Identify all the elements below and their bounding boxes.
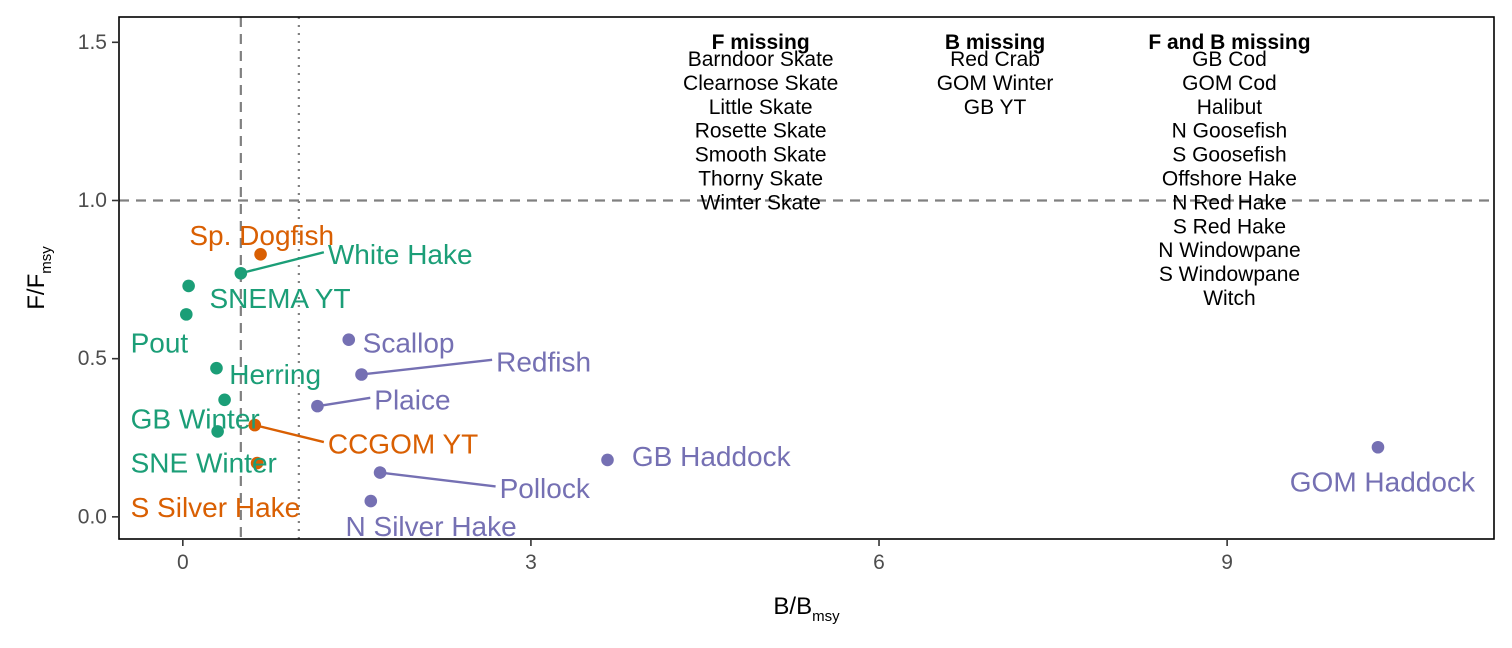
data-point [254,247,267,261]
point-label: GOM Haddock [1290,467,1476,498]
point-label: SNE Winter [131,448,277,479]
point-label: Pout [131,327,189,358]
data-point [218,393,231,407]
leader-line [379,471,496,488]
table-item: Rosette Skate [695,120,827,143]
point-label: Scallop [363,327,455,358]
table-item: GOM Winter [937,72,1054,95]
panel-border [118,16,1495,540]
table-item: N Goosefish [1172,120,1288,143]
table-item: Red Crab [950,48,1040,71]
table-item: Winter Skate [701,191,821,214]
point-label: GB Haddock [632,441,792,472]
leader-line [254,423,325,444]
point-label: N Silver Hake [346,511,517,542]
data-point [1371,440,1385,454]
table-item: GOM Cod [1182,72,1277,95]
table-item: Thorny Skate [698,168,823,191]
point-label: White Hake [328,239,473,270]
data-point [373,466,387,479]
data-point [355,368,368,381]
x-tick-label: 9 [1221,551,1233,574]
data-point [234,266,248,280]
table-item: Smooth Skate [695,144,827,167]
table-item: N Windowpane [1158,239,1300,262]
x-tick-label: 0 [177,551,189,574]
table-header: B missing [945,31,1045,54]
y-tick-label: 0.0 [78,505,107,528]
data-point [182,279,195,293]
table-item: Clearnose Skate [683,72,838,95]
point-label: S Silver Hake [131,492,301,523]
data-point [179,308,193,321]
data-point [311,399,324,413]
point-label: Herring [229,359,321,390]
data-point [601,453,614,467]
point-label: CCGOM YT [328,429,478,460]
data-point [211,425,224,438]
data-point [210,361,223,375]
leader-lines [240,251,496,488]
table-item: N Red Hake [1172,191,1286,214]
data-point [364,494,378,508]
x-axis-title-main: B/B [773,593,812,620]
point-label: Redfish [496,346,591,377]
point-label: SNEMA YT [210,283,351,314]
y-axis-title-main: F/F [23,274,50,310]
table-header: F and B missing [1148,31,1310,54]
table-item: Halibut [1197,96,1263,119]
y-tick-label: 1.0 [78,189,107,212]
table-item: S Goosefish [1172,144,1286,167]
data-point [248,418,262,432]
point-label: GB Winter [131,403,260,434]
x-axis-title-sub: msy [812,608,840,625]
table-item: S Windowpane [1159,263,1300,286]
data-point [342,333,356,346]
data-points [179,247,1385,508]
point-label: Pollock [500,473,591,504]
y-tick-label: 0.5 [78,347,107,370]
axes: 0 3 6 9 0.0 0.5 1.0 1.5 [78,31,1233,574]
x-tick-label: 3 [525,551,537,574]
table-item: Barndoor Skate [688,48,834,71]
table-item: Little Skate [709,96,813,119]
table-item: Offshore Hake [1162,168,1297,191]
y-axis-title-sub: msy [38,246,55,274]
table-item: GB Cod [1192,48,1267,71]
point-label: Sp. Dogfish [189,220,334,251]
leader-line [361,358,493,376]
x-axis-title: B/Bmsy [773,593,840,625]
point-label: Plaice [374,384,450,415]
y-axis-title: F/Fmsy [23,246,55,310]
leader-line [240,251,325,275]
leader-line [317,396,371,408]
x-tick-label: 6 [873,551,885,574]
data-point [250,456,264,470]
table-header: F missing [712,31,810,54]
table-item: GB YT [964,96,1027,119]
table-item: S Red Hake [1173,215,1286,238]
y-tick-label: 1.5 [78,31,107,54]
table-item: Witch [1203,287,1256,310]
